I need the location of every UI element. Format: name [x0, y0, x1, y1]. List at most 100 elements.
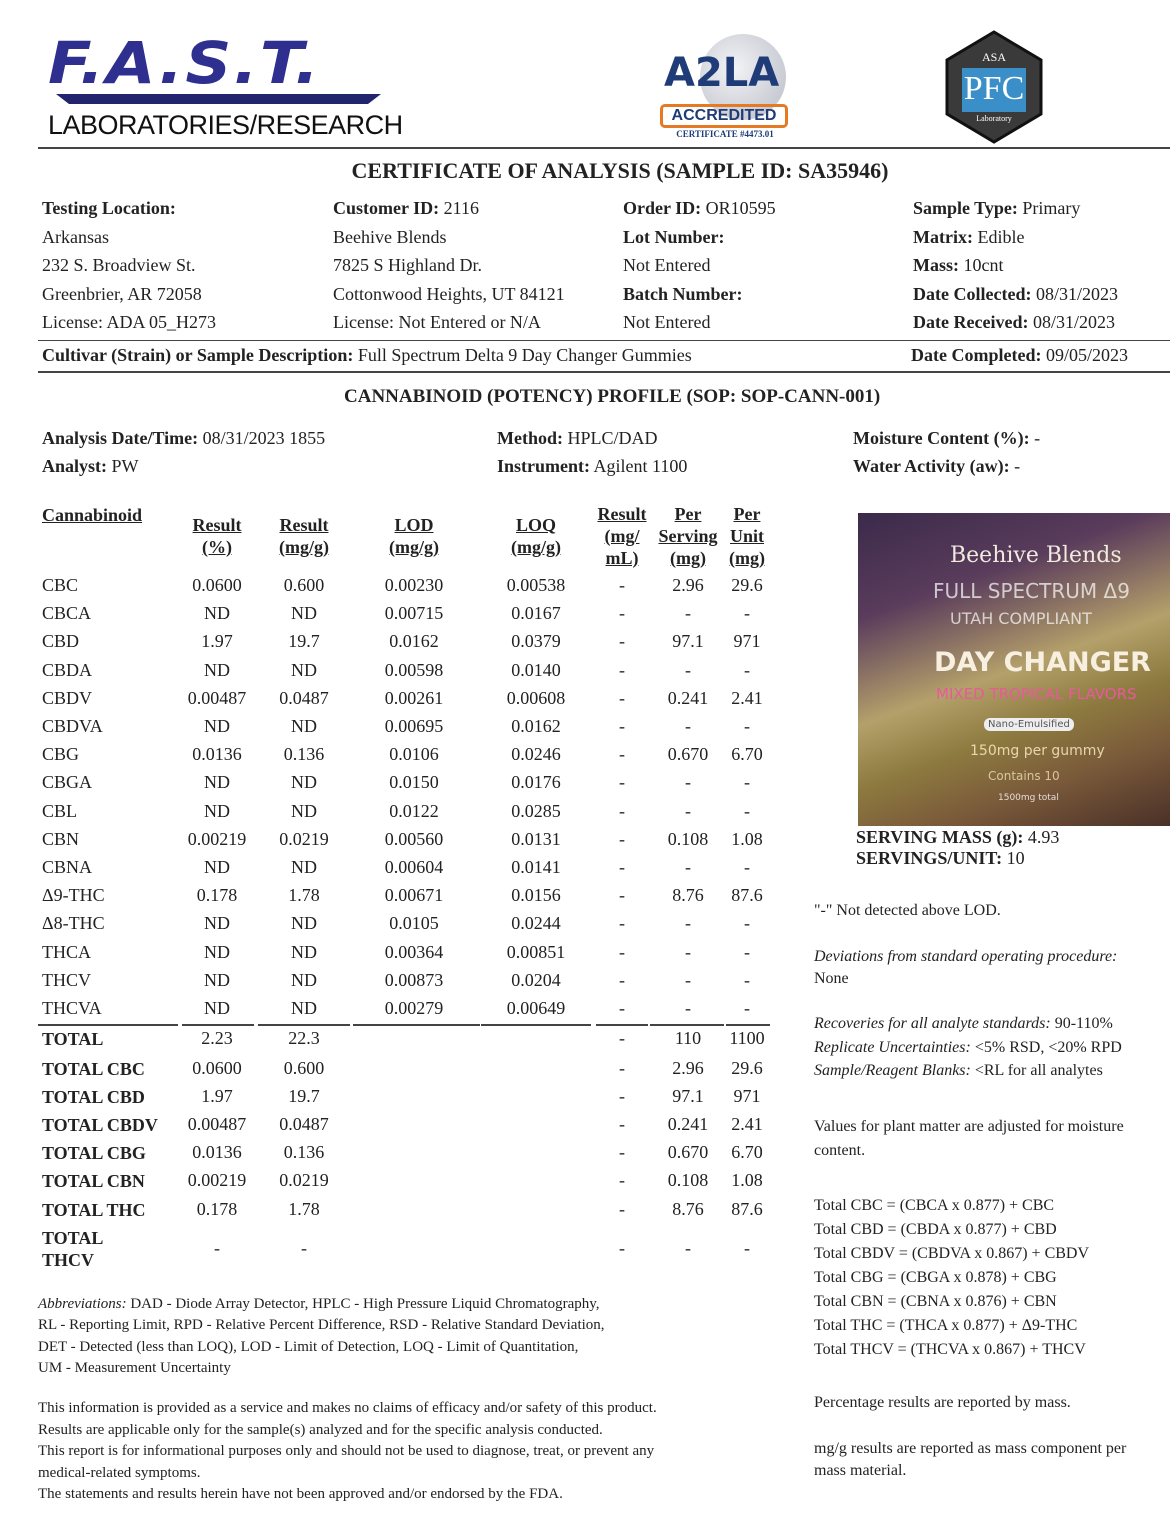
table-cell: -: [619, 687, 625, 708]
table-cell: -: [619, 969, 625, 990]
qc-notes: Recoveries for all analyte standards: 90…: [814, 1012, 1122, 1083]
product-line1: FULL SPECTRUM Δ9: [933, 579, 1130, 603]
table-cell: 0.00873: [384, 969, 444, 990]
recoveries: Recoveries for all analyte standards: 90…: [814, 1012, 1122, 1036]
total-divider: [650, 1024, 724, 1026]
table-cell: -: [619, 913, 625, 934]
table-cell: 0.0176: [511, 772, 561, 793]
method-label: Method:: [497, 428, 563, 448]
table-cell: -: [619, 828, 625, 849]
fast-logo-sub: LABORATORIES/RESEARCH: [48, 110, 403, 140]
total-cell: -: [619, 1142, 625, 1162]
formula-line: Total THCV = (THCVA x 0.867) + THCV: [814, 1341, 1086, 1358]
info-label: Lot Number:: [623, 226, 725, 247]
info-value: Greenbrier, AR 72058: [42, 283, 202, 304]
info-label: Testing Location:: [42, 198, 176, 218]
info-value: Not Entered: [623, 255, 711, 275]
total-cell: -: [619, 1114, 625, 1134]
instrument: Instrument: Agilent 1100: [497, 456, 687, 477]
total-cell: 0.0600: [192, 1058, 242, 1078]
product-flavor: MIXED TROPICAL FLAVORS: [936, 685, 1137, 703]
table-cell: 0.00560: [384, 828, 444, 849]
fast-logo: F.A.S.T. LABORATORIES/RESEARCH: [48, 34, 403, 144]
formula-line: Total CBN = (CBNA x 0.876) + CBN: [814, 1293, 1057, 1310]
total-cell: 8.76: [672, 1199, 704, 1219]
analysis-date-value: 08/31/2023 1855: [198, 428, 326, 448]
table-cell: ND: [291, 969, 317, 990]
table-cell: ND: [204, 659, 230, 680]
info-line: License: ADA 05_H273: [42, 312, 216, 333]
table-cell: -: [619, 998, 625, 1018]
table-cell: 0.00487: [187, 687, 247, 708]
table-cell: 6.70: [731, 744, 763, 765]
total-cell: 0.0136: [192, 1142, 242, 1162]
table-cell: CBDA: [42, 659, 93, 680]
info-line: Mass: 10cnt: [913, 255, 1004, 276]
table-cell: -: [685, 800, 691, 821]
total-cell: -: [619, 1199, 625, 1219]
a2la-accredited-badge: ACCREDITED: [660, 104, 788, 128]
date-completed: Date Completed: 09/05/2023: [911, 345, 1128, 366]
deviations-value: None: [814, 970, 849, 987]
total-cell: -: [619, 1086, 625, 1106]
table-cell: 0.0204: [511, 969, 561, 990]
table-cell: -: [619, 716, 625, 736]
recoveries-label: Recoveries for all analyte standards:: [814, 1015, 1051, 1032]
table-cell: 0.00598: [384, 659, 444, 680]
table-cell: 0.136: [283, 744, 325, 765]
formula-line: Total CBD = (CBDA x 0.877) + CBD: [814, 1221, 1057, 1238]
table-cell: 0.0379: [511, 631, 561, 652]
disclaimer: This information is provided as a servic…: [38, 1400, 657, 1503]
table-cell: 1.08: [731, 828, 763, 849]
table-cell: -: [619, 772, 625, 793]
water-activity-label: Water Activity (aw):: [853, 456, 1010, 476]
table-cell: ND: [204, 800, 230, 821]
cultivar-divider: [38, 371, 1170, 373]
table-cell: 0.0136: [192, 744, 242, 765]
water-activity: Water Activity (aw): -: [853, 456, 1020, 477]
total-cell: -: [744, 1238, 750, 1258]
total-cell: 6.70: [731, 1142, 763, 1162]
total-cell: 971: [733, 1086, 761, 1106]
header-divider: [38, 147, 1170, 149]
replicate-label: Replicate Uncertainties:: [814, 1038, 971, 1056]
asa-pfc-logo: ASA PFC Laboratory: [944, 30, 1044, 144]
total-cell: 0.00219: [187, 1170, 247, 1190]
table-cell: 0.0141: [511, 857, 561, 877]
total-cell: TOTAL CBDV: [42, 1115, 158, 1135]
total-divider: [182, 1024, 254, 1026]
total-cell: 2.23: [201, 1028, 233, 1048]
table-cell: 0.00538: [506, 575, 566, 595]
column-header: Result (%): [192, 515, 242, 557]
table-cell: -: [744, 941, 750, 962]
total-cell: TOTAL CBG: [42, 1143, 146, 1163]
total-cell: 2.41: [731, 1114, 763, 1134]
cultivar-value: Full Spectrum Delta 9 Day Changer Gummie…: [353, 345, 692, 365]
info-line: 232 S. Broadview St.: [42, 255, 196, 276]
table-cell: 0.00261: [384, 687, 444, 708]
abbreviations-label: Abbreviations:: [38, 1296, 127, 1312]
table-cell: ND: [291, 716, 317, 736]
recoveries-value: 90-110%: [1050, 1015, 1113, 1032]
table-cell: THCA: [42, 941, 91, 962]
abbreviations: Abbreviations: DAD - Diode Array Detecto…: [38, 1294, 605, 1379]
certificate-title: CERTIFICATE OF ANALYSIS (SAMPLE ID: SA35…: [351, 158, 889, 183]
table-cell: ND: [204, 857, 230, 877]
table-cell: 8.76: [672, 885, 704, 906]
total-cell: -: [619, 1238, 625, 1258]
table-cell: -: [744, 659, 750, 680]
table-cell: 0.0122: [389, 800, 439, 821]
a2la-logo: A2LA ACCREDITED CERTIFICATE #4473.01: [660, 34, 790, 144]
moisture-content: Moisture Content (%): -: [853, 428, 1040, 449]
table-cell: CBCA: [42, 603, 92, 624]
info-value: OR10595: [701, 198, 776, 218]
total-cell: 1.97: [201, 1086, 233, 1106]
info-value: 232 S. Broadview St.: [42, 255, 196, 275]
total-cell: -: [619, 1170, 625, 1190]
info-value: 08/31/2023: [1028, 312, 1115, 332]
cultivar-label: Cultivar (Strain) or Sample Description:: [42, 345, 354, 365]
table-cell: 2.96: [672, 575, 704, 595]
table-cell: 0.00364: [384, 941, 444, 962]
table-cell: 0.00230: [384, 575, 444, 595]
nd-note: "-" Not detected above LOD.: [814, 902, 1001, 919]
